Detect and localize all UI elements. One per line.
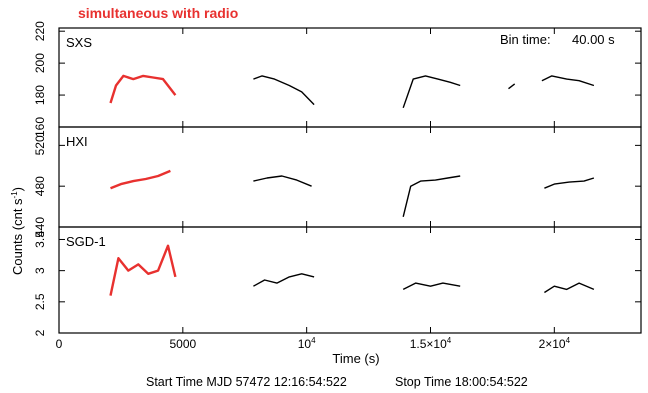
panel-sgd-1-segment-4 (544, 282, 595, 294)
x-tick-label: 5000 (169, 337, 196, 351)
panel-sxs-y-tick-label: 220 (33, 21, 47, 41)
panel-sgd-1-frame (58, 226, 642, 334)
x-tick-label: 104 (298, 336, 316, 351)
panel-sgd-1-y-tick-label: 3.5 (33, 231, 47, 248)
panel-hxi-segment-2 (253, 175, 312, 187)
panel-sxs-segment-2 (253, 75, 315, 106)
panel-sxs-name-label: SXS (66, 35, 92, 50)
panel-sgd-1-name-label: SGD-1 (66, 234, 106, 249)
panel-sxs-y-tick-label: 180 (33, 85, 47, 105)
panel-sxs-segment-5 (541, 75, 595, 87)
panel-sgd-1-segment-3 (402, 282, 461, 291)
panel-sgd-1-y-tick-label: 2 (33, 329, 47, 336)
bin-time-value: 40.00 s (572, 32, 615, 47)
panel-sxs-y-tick-label: 200 (33, 53, 47, 73)
panel-sxs-segment-4 (508, 83, 516, 90)
panel-sgd-1-y-tick-label: 3 (33, 267, 47, 274)
y-axis-label: Counts (cnt s-1) (10, 187, 25, 275)
panel-sgd-1-segment-1 (109, 244, 177, 296)
panel-hxi-segment-1 (110, 169, 171, 190)
radio-overlap-annotation: simultaneous with radio (78, 5, 239, 21)
panel-hxi-y-tick-label: 440 (33, 217, 47, 237)
panel-hxi-segment-4 (544, 177, 595, 189)
bin-time-label: Bin time: (500, 32, 551, 47)
x-tick-label: 2×104 (539, 336, 571, 351)
panel-hxi-frame (58, 126, 642, 228)
panel-sgd-1-y-tick-label: 2.5 (33, 293, 47, 310)
panel-hxi-y-tick-label: 520 (33, 135, 47, 155)
panel-sxs-y-tick-label: 160 (33, 117, 47, 137)
panel-hxi-y-tick-label: 480 (33, 176, 47, 196)
footer-stop-time: Stop Time 18:00:54:522 (395, 375, 528, 389)
panel-hxi-segment-3 (402, 175, 461, 217)
panel-sgd-1-segment-2 (253, 273, 315, 287)
x-tick-label: 1.5×104 (410, 336, 452, 351)
panel-hxi-name-label: HXI (66, 134, 88, 149)
panel-sxs-segment-1 (109, 74, 177, 104)
panel-sxs-segment-3 (402, 75, 461, 109)
footer-start-time: Start Time MJD 57472 12:16:54:522 (146, 375, 347, 389)
x-axis-label: Time (s) (332, 351, 379, 366)
x-tick-label: 0 (56, 337, 63, 351)
